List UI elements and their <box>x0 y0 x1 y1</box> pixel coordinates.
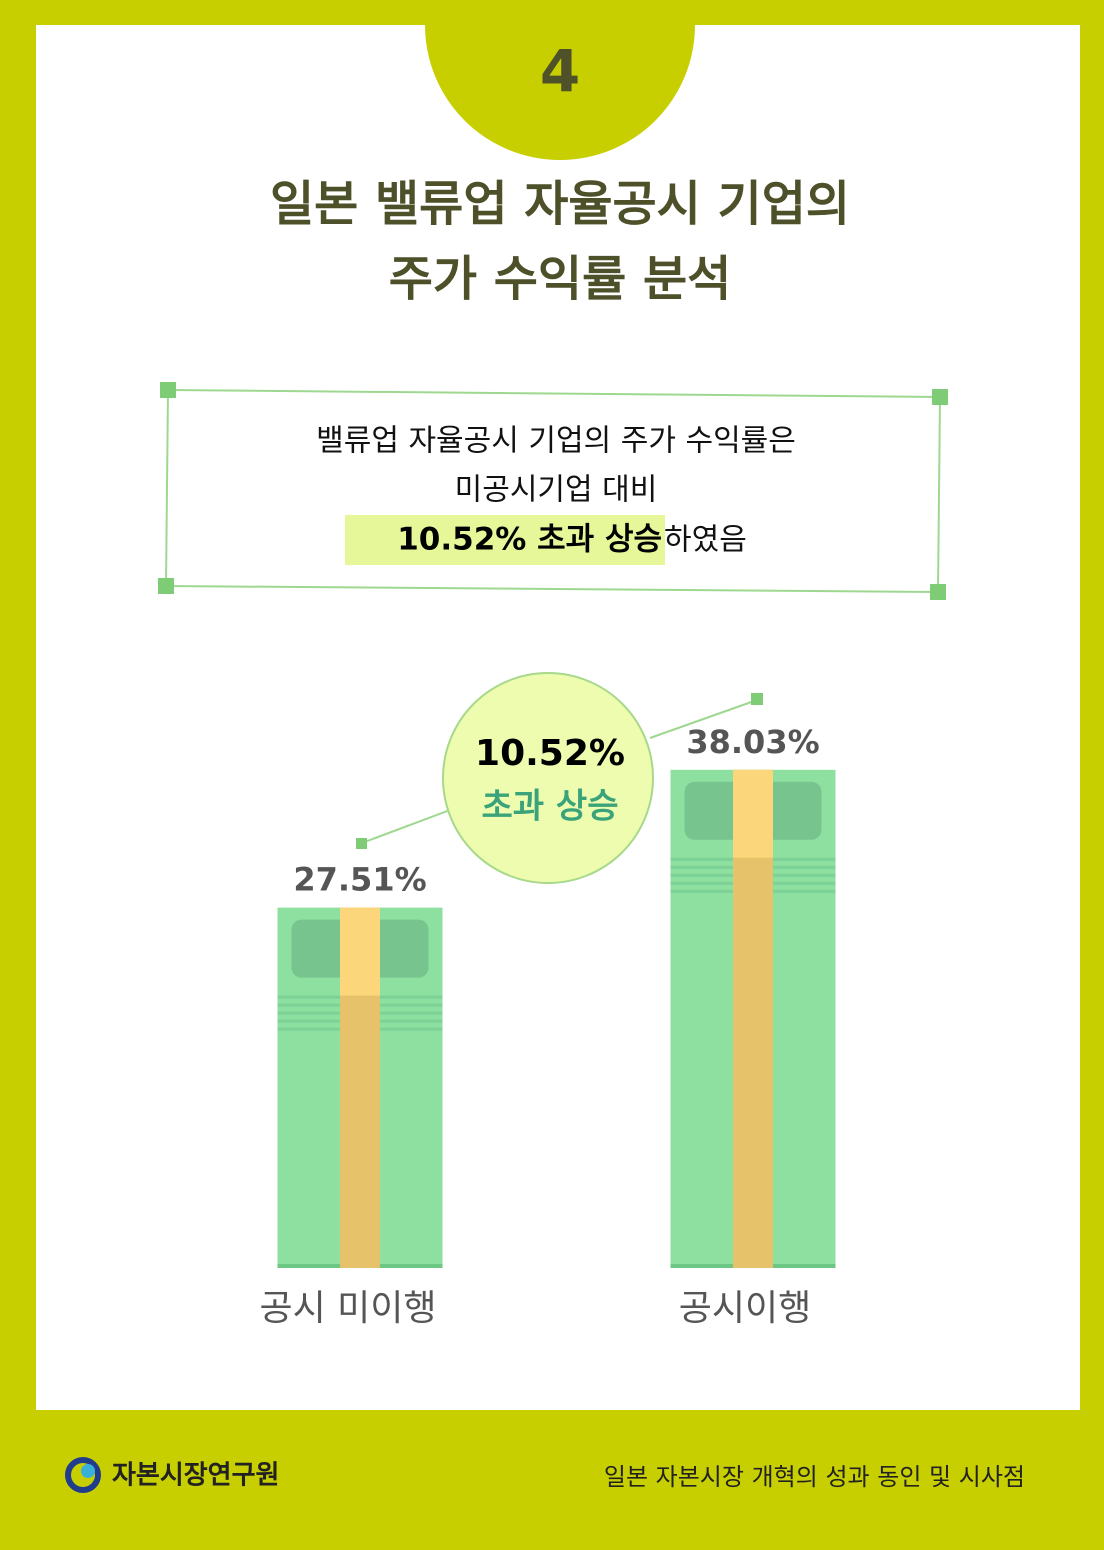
summary-tail: 하였음 <box>664 523 747 558</box>
report-title: 일본 자본시장 개혁의 성과 동인 및 시사점 <box>604 1463 1025 1491</box>
title-line: 주가 수익률 분석 <box>389 251 732 307</box>
connector <box>649 699 758 739</box>
corner <box>158 578 174 594</box>
title-line: 일본 밸류업 자율공시 기업의 <box>270 176 850 232</box>
summary-line: 밸류업 자율공시 기업의 주가 수익률은 <box>316 424 796 459</box>
connector-dot <box>751 693 763 705</box>
bubble-text: 초과 상승 <box>482 787 619 827</box>
box-corners <box>158 382 948 600</box>
value-label: 38.03% <box>686 723 819 761</box>
category-label: 공시 미이행 <box>259 1288 436 1329</box>
logo-dot <box>81 1464 95 1478</box>
corner <box>160 382 176 398</box>
organization: 자본시장연구원 <box>112 1461 279 1491</box>
strap-top <box>733 769 773 858</box>
bubble <box>442 672 654 884</box>
category-label: 공시이행 <box>679 1288 811 1329</box>
summary-line: 미공시기업 대비 <box>455 473 658 508</box>
connector-dot <box>356 838 367 849</box>
bubble-value: 10.52% <box>475 733 625 774</box>
bars: 27.51% 공시 미이행 38.03% 공시이행 <box>259 723 836 1329</box>
page-number: 4 <box>540 37 580 105</box>
strap-top <box>340 907 380 996</box>
corner <box>932 389 948 405</box>
value-label: 27.51% <box>293 861 426 899</box>
logo <box>65 1457 101 1493</box>
highlight-bg <box>345 515 665 565</box>
corner <box>930 584 946 600</box>
connector <box>361 809 451 844</box>
page-tab <box>425 25 695 160</box>
summary-highlight: 10.52% 초과 상승 <box>397 522 662 558</box>
